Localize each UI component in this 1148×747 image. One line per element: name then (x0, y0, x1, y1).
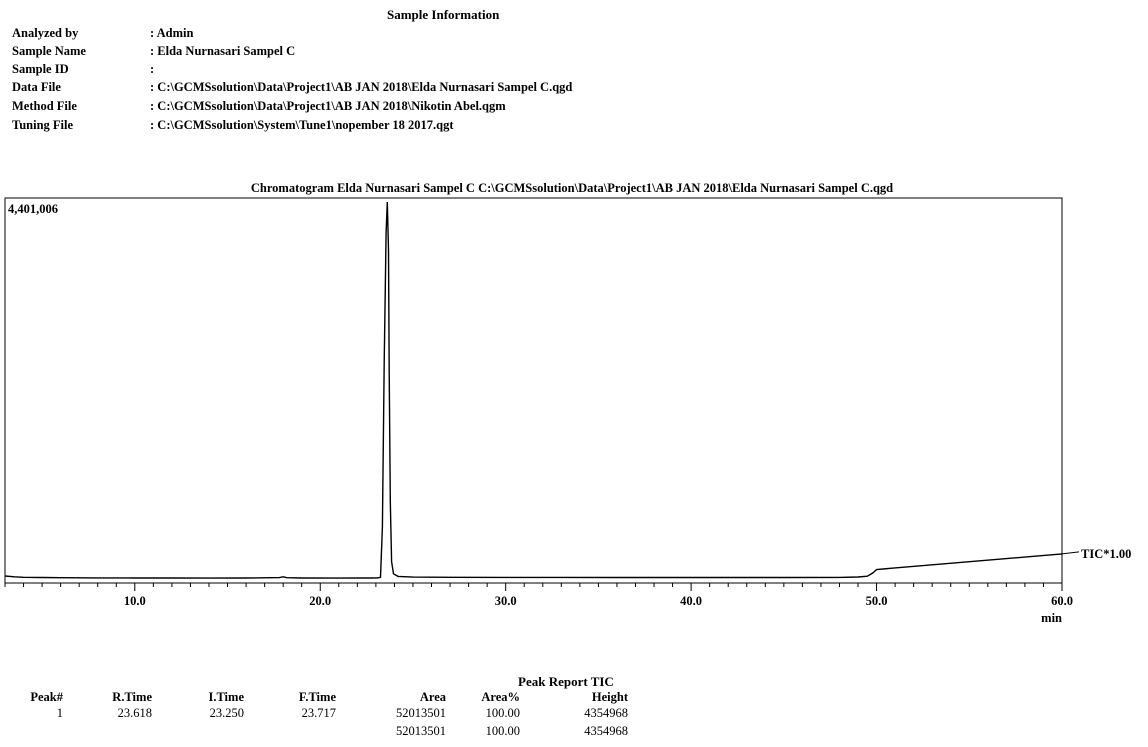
x-tick-label: 60.0 (1051, 594, 1073, 608)
sample-id-label: Sample ID (12, 62, 69, 76)
analyzed-by-value: : Admin (150, 26, 194, 40)
tic-series-line (4, 201, 1063, 579)
peak-report-table: Peak# R.Time I.Time F.Time Area Area% He… (0, 690, 1148, 746)
header-height: Height (591, 690, 628, 704)
total-area: 52013501 (396, 724, 446, 738)
row1-height: 4354968 (584, 706, 628, 720)
header-itime: I.Time (208, 690, 244, 704)
sample-name-value: : Elda Nurnasari Sampel C (150, 44, 296, 58)
row1-rtime: 23.618 (117, 706, 152, 720)
peak-report-title: Peak Report TIC (518, 674, 614, 689)
row1-ftime: 23.717 (301, 706, 336, 720)
data-file-label: Data File (12, 80, 61, 94)
analyzed-by-label: Analyzed by (12, 26, 79, 40)
header-area: Area (419, 690, 446, 704)
total-height: 4354968 (584, 724, 628, 738)
row1-area: 52013501 (396, 706, 446, 720)
x-tick-label: 40.0 (680, 594, 702, 608)
row1-itime: 23.250 (209, 706, 244, 720)
tuning-file-label: Tuning File (12, 118, 74, 132)
method-file-value: : C:\GCMSsolution\Data\Project1\AB JAN 2… (150, 99, 506, 113)
chart-title: Chromatogram Elda Nurnasari Sampel C C:\… (251, 181, 893, 195)
header-ftime: F.Time (298, 690, 336, 704)
header-rtime: R.Time (112, 690, 152, 704)
header-peak: Peak# (30, 690, 63, 704)
x-tick-label: 30.0 (495, 594, 517, 608)
data-file-value: : C:\GCMSsolution\Data\Project1\AB JAN 2… (150, 80, 573, 94)
method-file-label: Method File (12, 99, 77, 113)
plot-frame (4, 197, 1063, 584)
sample-name-label: Sample Name (12, 44, 86, 58)
x-axis-ticks (4, 583, 1063, 591)
y-max-label: 4,401,006 (8, 202, 58, 216)
row1-peak: 1 (56, 706, 63, 720)
chromatogram-chart: Chromatogram Elda Nurnasari Sampel C C:\… (4, 181, 1131, 625)
series-label-leader (1061, 551, 1080, 555)
row1-area-pct: 100.00 (485, 706, 520, 720)
x-axis-tick-labels: 10.0 20.0 30.0 40.0 50.0 60.0 (124, 594, 1073, 608)
tuning-file-value: : C:\GCMSsolution\System\Tune1\nopember … (150, 118, 454, 132)
x-tick-label: 50.0 (866, 594, 888, 608)
x-axis-label: min (1041, 611, 1062, 625)
sample-id-value: : (150, 62, 155, 76)
series-label: TIC*1.00 (1081, 547, 1131, 561)
x-tick-label: 10.0 (124, 594, 146, 608)
header-area-pct: Area% (481, 690, 520, 704)
total-area-pct: 100.00 (485, 724, 520, 738)
sample-info-title: Sample Information (387, 7, 500, 22)
x-tick-label: 20.0 (309, 594, 331, 608)
